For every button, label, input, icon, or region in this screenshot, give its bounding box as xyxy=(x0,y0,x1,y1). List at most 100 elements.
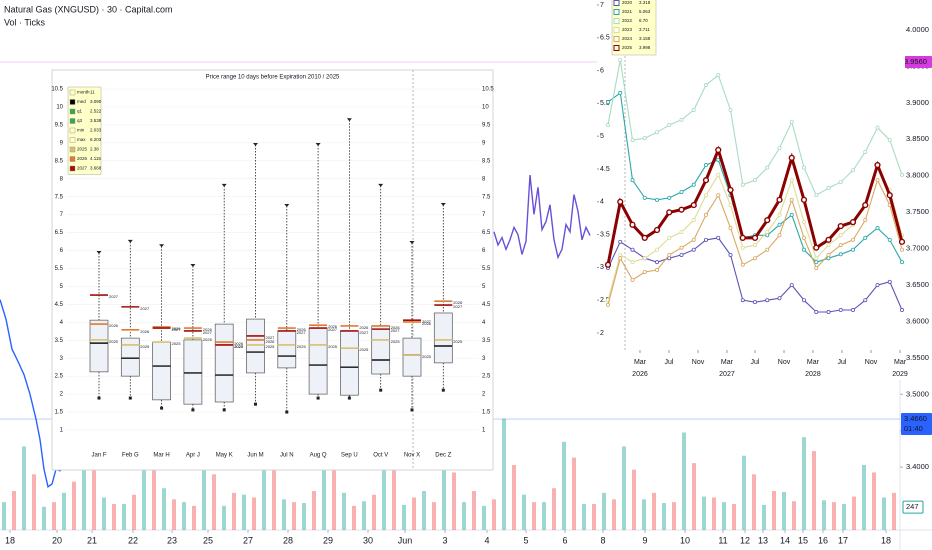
legend-swatch xyxy=(613,45,620,51)
min-cap xyxy=(410,408,414,412)
legend-label: med xyxy=(77,99,86,104)
volume-bar xyxy=(602,492,606,530)
x-tick-label: 29 xyxy=(323,535,333,545)
year-marker-label: 2027 xyxy=(266,335,276,340)
y-tick-label: 3 xyxy=(482,356,486,362)
seasonal-point xyxy=(618,90,623,95)
volume-bar xyxy=(242,494,246,530)
volume-bar xyxy=(772,491,776,530)
y-tick-label: 4 xyxy=(600,199,604,206)
max-cap xyxy=(159,244,165,248)
year-marker-label: 2025 xyxy=(266,344,276,349)
seasonal-point xyxy=(604,261,612,268)
chart-title: Price range 10 days before Expiration 20… xyxy=(206,75,340,81)
seasonal-point xyxy=(802,247,807,252)
volume-bar xyxy=(212,474,216,530)
volume-bar xyxy=(312,491,316,530)
volume-bar xyxy=(592,504,596,530)
y-tick-label: 4.5 xyxy=(600,166,610,173)
volume-bar xyxy=(152,451,156,530)
volume-bar xyxy=(112,504,116,530)
volume-bar xyxy=(422,491,426,530)
legend-swatch xyxy=(613,18,620,24)
volume-bar xyxy=(692,463,696,530)
box xyxy=(277,330,297,369)
seasonal-point xyxy=(863,149,868,154)
x-tick-label: 6 xyxy=(562,535,567,545)
year-label: 2027 xyxy=(719,371,735,378)
legend-value: 6.203 xyxy=(90,137,102,142)
seasonal-point xyxy=(739,234,746,241)
seasonal-point xyxy=(789,212,794,217)
min-cap xyxy=(254,402,257,406)
seasonal-point xyxy=(789,283,794,288)
seasonal-point xyxy=(838,252,843,257)
legend-swatch xyxy=(69,156,76,162)
max-cap xyxy=(221,183,227,187)
seasonal-point xyxy=(875,125,880,130)
volume-bar xyxy=(362,501,366,530)
seasonal-point xyxy=(630,138,635,143)
legend-label: month xyxy=(77,90,90,95)
y-tick-label: 4 xyxy=(60,320,64,326)
volume-bar xyxy=(232,492,236,530)
seasonal-point xyxy=(728,252,733,257)
max-cap xyxy=(96,251,102,255)
seasonal-point xyxy=(753,178,758,183)
volume-bar xyxy=(92,465,96,530)
volume-bar xyxy=(432,502,436,530)
volume-bar xyxy=(222,505,226,530)
volume-bar xyxy=(892,492,896,530)
volume-label-box xyxy=(902,500,924,514)
seasonal-point xyxy=(777,222,782,227)
volume-bar xyxy=(412,497,416,530)
x-tick-label: Jul xyxy=(665,359,674,366)
volume-bar xyxy=(302,503,306,530)
x-tick-label: 25 xyxy=(203,535,213,545)
seasonal-point xyxy=(704,163,709,168)
seasonal-point xyxy=(679,229,684,234)
volume-bar xyxy=(72,481,76,530)
year-marker-label: 2025 xyxy=(109,339,119,344)
legend-label: 2025 xyxy=(77,147,88,152)
seasonal-point xyxy=(900,260,905,265)
legend-swatch xyxy=(69,89,76,96)
x-tick-label: Oct V xyxy=(373,453,388,459)
y-tick-label: 3.7000 xyxy=(906,244,929,253)
box xyxy=(214,323,234,403)
seasonal-point xyxy=(863,235,868,240)
max-cap xyxy=(346,118,352,122)
y-tick-label: 3.5 xyxy=(482,338,491,344)
volume-bar xyxy=(382,449,386,530)
seasonal-point xyxy=(838,243,843,248)
seasonal-point xyxy=(753,300,758,305)
seasonal-point xyxy=(716,73,721,78)
seasonal-point xyxy=(777,146,782,151)
legend-value: 3.668 xyxy=(90,166,102,171)
volume-bar xyxy=(722,502,726,530)
seasonal-point xyxy=(862,201,869,209)
legend-swatch xyxy=(613,0,620,6)
seasonal-point xyxy=(642,136,647,141)
year-marker-label: 2027 xyxy=(422,319,432,324)
x-tick-label: Nov xyxy=(692,359,705,366)
volume-bar xyxy=(862,465,866,530)
seasonal-point xyxy=(875,226,880,231)
volume-bar xyxy=(512,465,516,530)
seasonal-point xyxy=(900,247,905,252)
legend-swatch xyxy=(69,108,76,115)
x-tick-label: 22 xyxy=(128,535,138,545)
volume-bar xyxy=(782,491,786,530)
legend-value: 2.033 xyxy=(90,128,102,133)
year-marker-label: 2027 xyxy=(297,330,307,335)
legend-label: 2022 xyxy=(622,18,633,23)
volume-bar xyxy=(462,502,466,530)
seasonal-point xyxy=(898,238,906,245)
min-cap xyxy=(441,388,445,392)
y-tick-label: 1 xyxy=(482,428,486,434)
y-tick-label: 2.5 xyxy=(600,297,610,304)
legend-label: max xyxy=(77,137,86,142)
seasonal-point xyxy=(826,252,831,257)
seasonal-point xyxy=(606,302,611,307)
seasonal-point xyxy=(704,193,709,198)
